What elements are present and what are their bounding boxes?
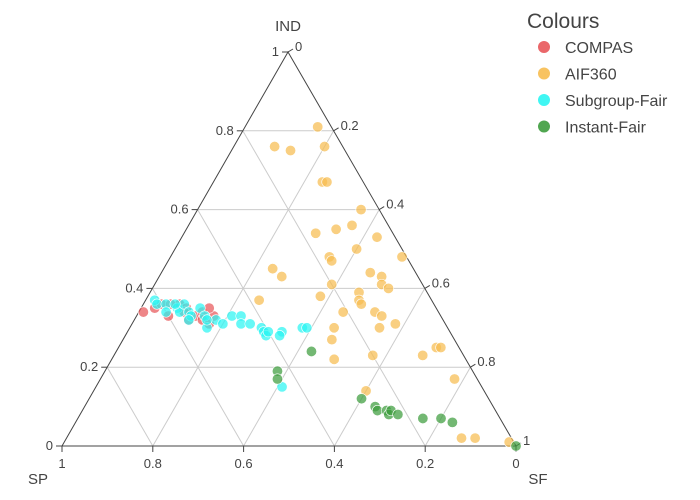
point-aif360 — [285, 145, 297, 157]
point-aif360 — [328, 322, 340, 334]
point-subgroup-fair — [201, 314, 213, 326]
point-aif360 — [435, 341, 447, 353]
legend-label-compas: COMPAS — [565, 40, 633, 57]
point-aif360 — [355, 204, 367, 216]
point-instant-fair — [417, 412, 429, 424]
point-instant-fair — [392, 408, 404, 420]
legend-label-instant-fair: Instant-Fair — [565, 120, 647, 137]
tick-label-sp: 0 — [512, 456, 519, 471]
tick-mark-sf — [424, 284, 431, 289]
point-aif360 — [455, 432, 467, 444]
tick-label-sp: 1 — [58, 456, 65, 471]
legend-marker-instant-fair — [538, 120, 550, 133]
tick-label-ind: 0.8 — [216, 123, 234, 138]
tick-labels: 00.20.40.60.8100.20.40.60.8100.20.40.60.… — [46, 39, 530, 471]
point-instant-fair — [446, 416, 458, 428]
grid-line-sf — [333, 288, 426, 447]
point-aif360 — [373, 322, 385, 334]
point-aif360 — [267, 263, 279, 275]
axis-titles: IND SP SF — [28, 18, 548, 488]
point-instant-fair — [305, 345, 317, 357]
tick-label-sf: 0.6 — [432, 275, 450, 290]
point-aif360 — [469, 432, 481, 444]
grid-line-sp — [106, 366, 154, 447]
point-aif360 — [351, 243, 363, 255]
point-instant-fair — [435, 412, 447, 424]
point-aif360 — [269, 141, 281, 153]
point-aif360 — [326, 255, 338, 267]
point-aif360 — [371, 231, 383, 243]
point-subgroup-fair — [217, 318, 229, 330]
tick-label-sf: 0.4 — [386, 197, 404, 212]
point-aif360 — [326, 334, 338, 346]
point-aif360 — [376, 310, 388, 322]
legend-marker-aif360 — [538, 67, 550, 80]
tick-label-sp: 0.4 — [325, 456, 343, 471]
axis-title-ind: IND — [275, 18, 301, 35]
point-aif360 — [276, 271, 288, 283]
legend-label-aif360: AIF360 — [565, 67, 617, 84]
point-aif360 — [314, 290, 326, 302]
triangle-outline — [61, 50, 517, 447]
point-aif360 — [396, 251, 408, 263]
tick-label-sp: 0.8 — [144, 456, 162, 471]
point-subgroup-fair — [160, 306, 172, 318]
tick-label-ind: 0.6 — [171, 202, 189, 217]
point-subgroup-fair — [169, 298, 181, 310]
point-aif360 — [355, 298, 367, 310]
point-aif360 — [326, 278, 338, 290]
legend-title: Colours — [527, 10, 599, 33]
tick-label-ind: 0 — [46, 438, 53, 453]
tick-mark-sf — [333, 127, 339, 132]
axis-title-sf: SF — [528, 471, 547, 488]
point-aif360 — [253, 294, 265, 306]
point-aif360 — [346, 219, 358, 231]
point-subgroup-fair — [301, 322, 313, 334]
tick-label-sp: 0.6 — [235, 456, 253, 471]
point-aif360 — [321, 176, 333, 188]
legend-marker-subgroup-fair — [538, 94, 550, 106]
grid-lines — [106, 130, 471, 447]
point-instant-fair — [510, 440, 522, 452]
point-aif360 — [382, 282, 394, 294]
tick-label-sf: 0 — [295, 39, 302, 54]
axis-title-sp: SP — [28, 471, 48, 488]
point-subgroup-fair — [262, 326, 274, 338]
point-aif360 — [328, 353, 340, 365]
tick-mark-sf — [378, 206, 385, 211]
tick-mark-sf — [287, 48, 294, 53]
point-instant-fair — [356, 393, 368, 405]
point-subgroup-fair — [183, 314, 195, 326]
legend-label-subgroup-fair: Subgroup-Fair — [565, 93, 668, 110]
tick-label-ind: 0.4 — [125, 280, 143, 295]
point-instant-fair — [271, 373, 283, 385]
point-subgroup-fair — [274, 330, 286, 342]
tick-label-sf: 0.2 — [341, 118, 359, 133]
point-aif360 — [310, 227, 322, 239]
tick-label-sf: 1 — [523, 433, 530, 448]
point-aif360 — [312, 121, 324, 133]
point-compas — [137, 306, 149, 318]
tick-label-ind: 1 — [272, 44, 279, 59]
point-subgroup-fair — [244, 318, 256, 330]
point-aif360 — [417, 349, 429, 361]
point-aif360 — [367, 349, 379, 361]
triangle-frame — [61, 50, 517, 447]
grid-line-sf — [424, 366, 471, 447]
point-aif360 — [319, 141, 331, 153]
legend-marker-compas — [538, 41, 550, 53]
tick-label-ind: 0.2 — [80, 359, 98, 374]
data-points — [137, 121, 522, 452]
tick-mark-sf — [470, 363, 476, 368]
tick-label-sf: 0.8 — [477, 354, 495, 369]
tick-label-sp: 0.2 — [416, 456, 434, 471]
point-aif360 — [364, 267, 376, 279]
legend: Colours COMPAS AIF360 Subgroup-Fair Instant… — [527, 10, 668, 137]
point-aif360 — [389, 318, 401, 330]
point-aif360 — [449, 373, 461, 385]
point-aif360 — [337, 306, 349, 318]
point-aif360 — [330, 223, 342, 235]
